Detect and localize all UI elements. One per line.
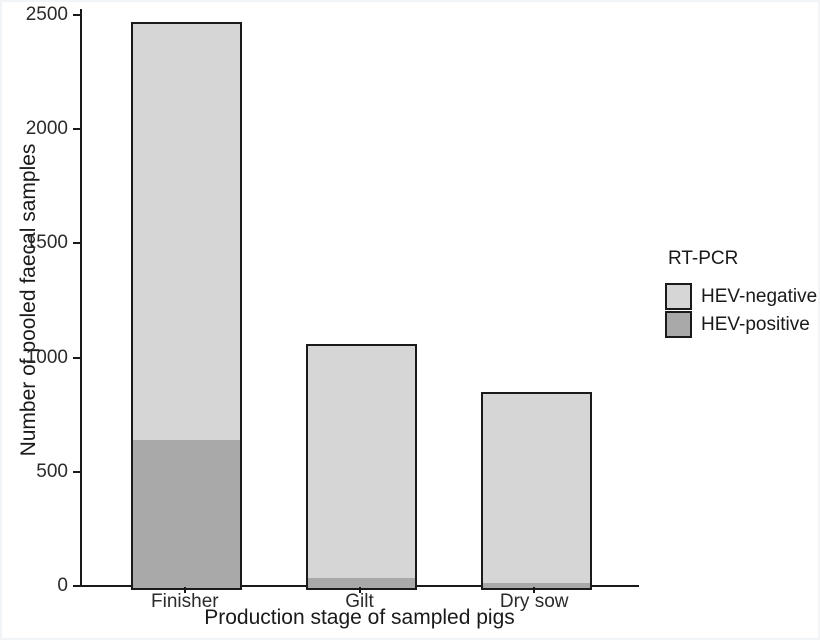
y-tick-mark — [73, 128, 80, 131]
y-tick-mark — [73, 14, 80, 16]
x-tick-mark — [533, 587, 536, 593]
y-tick-mark — [73, 470, 80, 473]
y-tick-label: 500 — [36, 460, 68, 482]
legend-label: HEV-positive — [701, 314, 810, 335]
bar-finisher — [131, 21, 243, 590]
legend-title: RT-PCR — [668, 248, 739, 269]
bar-segment-hev-negative — [308, 345, 415, 578]
x-tick-label: Finisher — [151, 591, 219, 612]
legend-item: HEV-positive — [665, 311, 817, 338]
legend: RT-PCR HEV-negative HEV-positive — [665, 248, 817, 339]
bar-segment-hev-positive — [133, 437, 241, 588]
bar-segment-hev-negative — [482, 393, 590, 584]
y-tick-label: 1000 — [25, 346, 68, 368]
y-tick-label: 2000 — [25, 118, 68, 140]
bar-dry-sow — [480, 391, 592, 590]
y-tick-mark — [73, 356, 80, 359]
y-tick-label: 0 — [57, 575, 68, 596]
legend-key-hev-negative — [665, 283, 692, 310]
y-tick-label: 1500 — [25, 232, 68, 254]
y-tick-mark — [73, 585, 80, 587]
x-tick-label: Gilt — [345, 591, 374, 612]
legend-items: HEV-negative HEV-positive — [665, 283, 817, 338]
bar-segment-hev-negative — [133, 23, 241, 440]
y-axis-line — [80, 9, 82, 587]
y-tick-mark — [73, 242, 80, 245]
legend-key-hev-positive — [665, 311, 692, 338]
legend-item: HEV-negative — [665, 283, 817, 310]
legend-label: HEV-negative — [701, 286, 818, 307]
x-tick-mark — [358, 587, 361, 593]
y-axis-title: Number of pooled faecal samples — [17, 143, 40, 457]
x-tick-label: Dry sow — [499, 591, 569, 612]
y-tick-label: 2500 — [25, 4, 68, 25]
x-axis-title: Production stage of sampled pigs — [204, 606, 515, 629]
bar-gilt — [306, 343, 417, 590]
x-tick-mark — [183, 587, 186, 593]
